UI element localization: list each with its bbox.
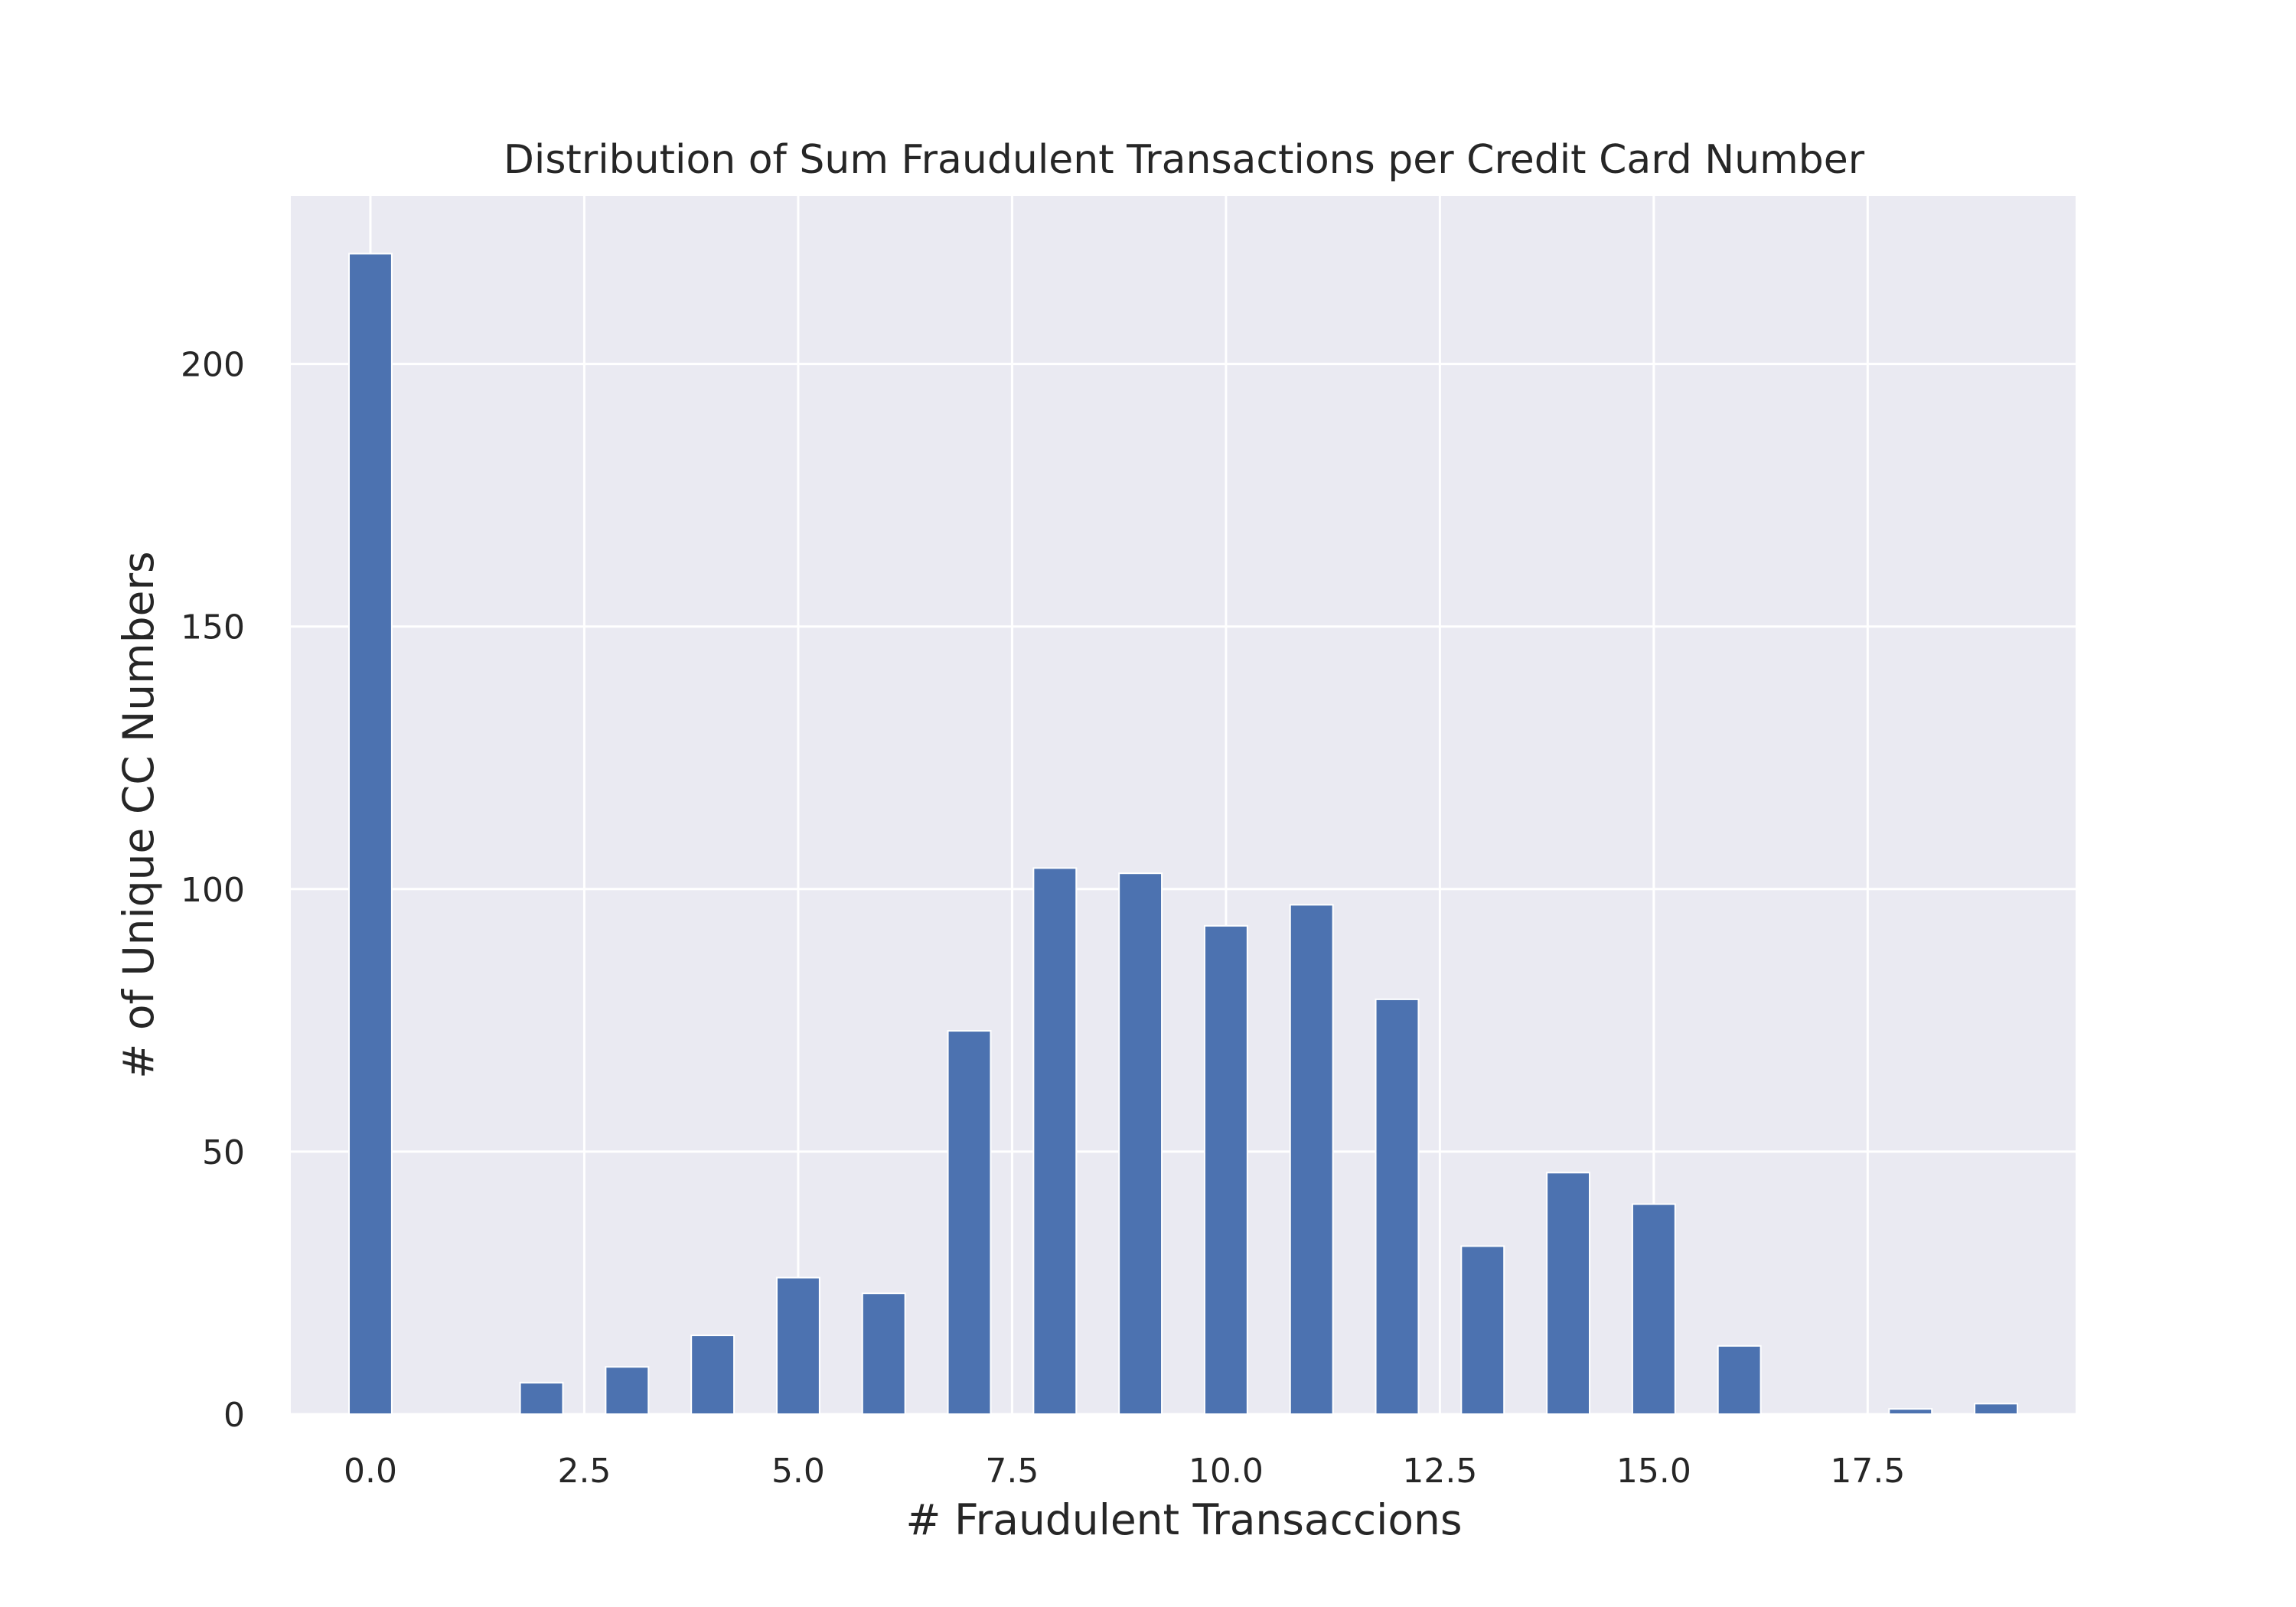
bar-x-13 — [1460, 1245, 1505, 1416]
bar-x-15 — [1631, 1203, 1676, 1415]
bar-x-8 — [1032, 867, 1078, 1415]
x-tick-label: 12.5 — [1402, 1452, 1477, 1491]
x-tick-label: 5.0 — [771, 1452, 825, 1491]
bar-x-5 — [775, 1276, 820, 1415]
bar-x-9 — [1118, 872, 1163, 1415]
x-tick-label: 7.5 — [985, 1452, 1039, 1491]
grid-lines — [291, 196, 2076, 1416]
x-tick-label: 10.0 — [1189, 1452, 1264, 1491]
bar-x-3 — [605, 1366, 650, 1415]
y-axis-ticks: 0 50 100 150 200 — [181, 346, 245, 1435]
bar-x-10 — [1203, 924, 1248, 1416]
bar-x-19 — [1974, 1403, 2018, 1416]
y-tick-label: 200 — [181, 346, 245, 385]
y-tick-label: 50 — [202, 1133, 245, 1172]
x-tick-label: 2.5 — [557, 1452, 611, 1491]
bar-x-0 — [348, 253, 393, 1415]
y-axis-label: # of Unique CC Numbers — [114, 551, 163, 1078]
bar-x-16 — [1717, 1345, 1762, 1415]
chart-title: Distribution of Sum Fraudulent Transacti… — [504, 137, 1865, 183]
bar-x-12 — [1375, 998, 1420, 1416]
x-axis-ticks: 0.0 2.5 5.0 7.5 10.0 12.5 15.0 17.5 — [344, 1452, 1905, 1491]
x-tick-label: 17.5 — [1830, 1452, 1905, 1491]
y-tick-label: 150 — [181, 608, 245, 647]
bar-x-18 — [1888, 1408, 1933, 1416]
x-axis-label: # Fraudulent Transaccions — [905, 1495, 1462, 1544]
x-tick-label: 15.0 — [1616, 1452, 1691, 1491]
bar-x-7 — [947, 1030, 992, 1415]
y-tick-label: 100 — [181, 871, 245, 910]
bar-x-14 — [1546, 1172, 1591, 1416]
bar-x-6 — [861, 1292, 906, 1415]
x-tick-label: 0.0 — [344, 1452, 397, 1491]
bar-x-11 — [1289, 904, 1334, 1415]
bars — [348, 253, 2018, 1416]
plot-area — [291, 196, 2076, 1414]
y-tick-label: 0 — [223, 1396, 245, 1435]
bar-x-2 — [519, 1381, 564, 1416]
bar-x-4 — [690, 1335, 735, 1416]
